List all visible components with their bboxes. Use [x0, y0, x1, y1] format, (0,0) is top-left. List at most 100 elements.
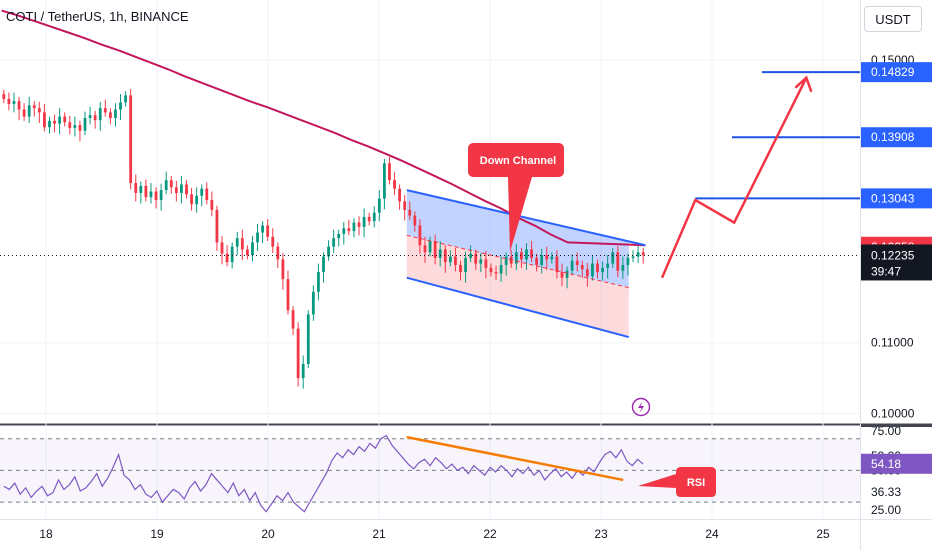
candle: [499, 265, 503, 274]
candle: [48, 120, 51, 128]
rsi-callout: [638, 467, 716, 497]
candle: [504, 256, 508, 265]
candle: [266, 225, 270, 237]
channel-mid-line: [406, 234, 629, 289]
candle: [530, 249, 533, 258]
candle: [311, 291, 315, 315]
candle: [438, 249, 442, 258]
candle: [37, 108, 41, 113]
rsi-band: [0, 438, 860, 503]
candle: [403, 201, 407, 210]
candle: [27, 105, 31, 117]
time-tick-label: 24: [705, 527, 719, 541]
candle: [169, 180, 173, 188]
candle: [448, 256, 452, 263]
candle: [337, 233, 341, 239]
candle: [388, 163, 391, 181]
candle: [367, 216, 371, 222]
candle: [423, 245, 427, 253]
lightning-glyph: [638, 401, 644, 413]
candle: [7, 98, 11, 104]
rsi-tick-label: 75.00: [871, 424, 901, 438]
candle: [636, 252, 640, 257]
price-countdown: 39:47: [871, 264, 901, 278]
candle: [68, 122, 72, 128]
candle: [245, 249, 249, 256]
candle: [611, 252, 615, 264]
candle: [484, 259, 488, 268]
candle: [251, 242, 254, 256]
candle: [98, 108, 102, 121]
channel-lower-fill: [406, 235, 629, 338]
candle: [134, 183, 138, 193]
candle: [580, 265, 584, 270]
candle: [276, 246, 280, 260]
candle: [443, 249, 447, 263]
time-tick-label: 20: [261, 527, 275, 541]
candle: [479, 259, 483, 264]
candle: [575, 260, 579, 265]
moving-average-line: [1, 9, 646, 247]
price-label: 0.14829: [871, 65, 915, 79]
candle: [550, 256, 554, 260]
candle: [2, 93, 6, 99]
currency-button[interactable]: USDT: [864, 6, 922, 32]
price-tick-label: 0.11000: [871, 336, 914, 350]
candle: [596, 263, 599, 273]
candle: [58, 116, 62, 124]
candle: [43, 112, 46, 128]
candle: [190, 194, 193, 205]
candle: [296, 328, 300, 379]
candle: [164, 180, 168, 191]
time-tick-label: 22: [483, 527, 497, 541]
candle: [555, 256, 559, 273]
candle: [433, 240, 437, 258]
candle: [545, 255, 549, 260]
candle: [119, 102, 122, 110]
candle: [372, 212, 376, 222]
candle: [144, 185, 148, 198]
candle: [88, 115, 92, 119]
candle: [108, 112, 112, 119]
candle: [73, 125, 77, 128]
candle: [327, 246, 330, 257]
rsi-tick-label: 25.00: [871, 503, 901, 517]
candle: [124, 95, 127, 103]
candle: [626, 257, 630, 265]
candle: [616, 252, 620, 271]
candle: [215, 209, 219, 243]
candle: [464, 257, 467, 273]
candle: [291, 310, 295, 329]
candle: [281, 259, 285, 280]
price-label-bg: [861, 127, 932, 148]
candle: [317, 272, 320, 292]
chart-title: COTI / TetherUS, 1h, BINANCE: [6, 9, 189, 24]
candle: [591, 263, 594, 277]
candle: [174, 187, 178, 193]
price-label-current: 0.12235: [871, 248, 915, 262]
candle: [535, 257, 539, 265]
candle: [565, 270, 569, 278]
candle: [129, 95, 133, 184]
candle: [149, 191, 153, 198]
time-tick-label: 18: [39, 527, 53, 541]
candle: [347, 228, 351, 232]
candle: [225, 253, 229, 263]
candle: [428, 240, 432, 253]
candle: [362, 216, 366, 227]
candle: [514, 252, 518, 264]
candle: [306, 314, 310, 364]
candle: [621, 265, 625, 271]
candle: [220, 242, 224, 254]
candle: [601, 267, 604, 273]
candle: [22, 109, 26, 117]
candle: [332, 238, 336, 247]
down-channel-label: Down Channel: [480, 155, 556, 167]
time-tick-label: 25: [816, 527, 830, 541]
candle: [570, 260, 574, 271]
candle: [271, 236, 275, 247]
candle: [352, 222, 356, 232]
candle: [631, 256, 635, 258]
price-tick-label: 0.10000: [871, 406, 915, 420]
